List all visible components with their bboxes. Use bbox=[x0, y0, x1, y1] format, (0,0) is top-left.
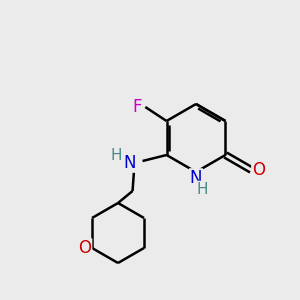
Text: O: O bbox=[79, 239, 92, 257]
Text: O: O bbox=[252, 161, 265, 179]
Text: N: N bbox=[190, 169, 202, 187]
Text: H: H bbox=[196, 182, 208, 196]
Text: F: F bbox=[133, 98, 142, 116]
Text: H: H bbox=[111, 148, 122, 163]
Text: N: N bbox=[123, 154, 136, 172]
